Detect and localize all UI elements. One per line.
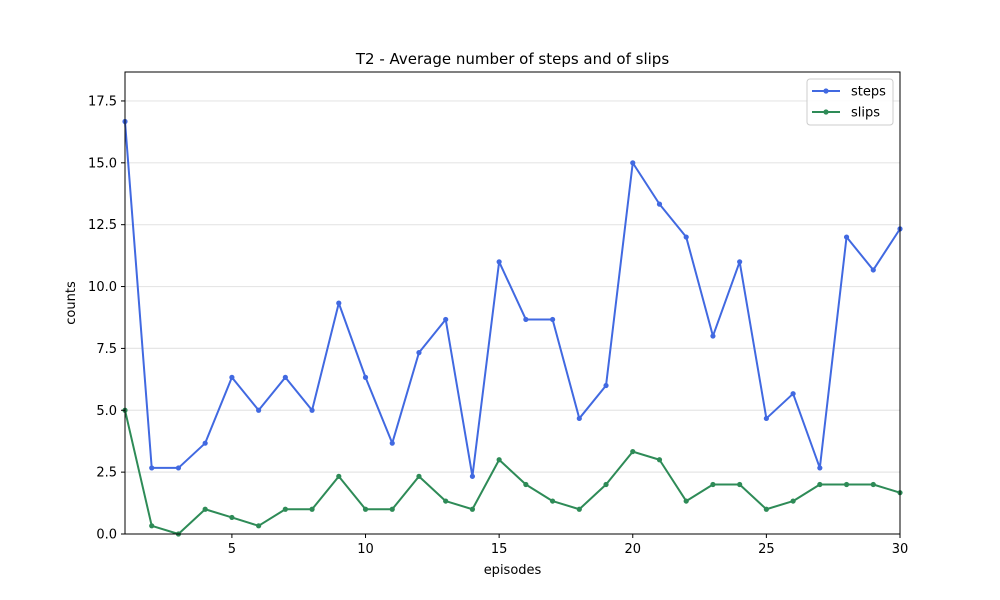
data-point-steps [576,415,582,422]
data-point-steps [282,374,288,380]
data-point-slips [656,457,663,463]
legend-marker-steps [823,88,829,94]
legend: steps slips [806,78,894,126]
y-tick-label: 15.0 [88,156,117,171]
plot-area-frame [124,71,901,535]
x-tick-label: 30 [892,542,909,557]
data-point-steps [603,382,609,389]
y-tick-label: 17.5 [88,94,117,109]
data-point-slips [790,498,796,504]
data-point-slips [523,481,529,488]
data-point-steps [362,374,369,380]
x-tick-label: 10 [357,542,374,557]
data-point-slips [737,481,743,488]
data-point-steps [389,440,395,446]
data-point-slips [817,481,823,488]
y-axis-label: counts [64,281,79,325]
legend-label-steps: steps [851,85,886,100]
data-point-steps [683,234,689,240]
x-axis-label: episodes [484,563,542,578]
data-point-steps [496,259,502,265]
data-point-steps [763,415,769,422]
series-lines [122,118,903,537]
data-point-slips [389,506,395,512]
x-tick-label: 15 [491,542,508,557]
data-point-slips [282,506,288,512]
y-tick-label: 12.5 [88,218,117,233]
data-point-steps [870,267,876,273]
data-point-steps [443,316,449,323]
data-point-slips [416,473,422,479]
data-point-steps [737,259,743,265]
x-tick-label: 20 [624,542,641,557]
data-point-slips [202,506,208,512]
data-point-slips [229,514,235,521]
data-point-slips [870,481,876,488]
data-point-slips [683,498,689,504]
data-point-slips [576,506,582,512]
data-point-slips [469,506,476,512]
data-point-slips [843,481,850,488]
data-point-steps [416,350,422,356]
data-point-steps [523,316,529,323]
y-tick-label: 2.5 [96,466,117,481]
data-point-slips [443,498,449,504]
data-point-slips [256,523,262,529]
data-point-slips [309,506,315,512]
data-point-steps [256,407,262,413]
data-point-steps [175,465,182,471]
data-point-steps [309,407,315,413]
series-line-steps [124,121,901,478]
data-point-steps [790,391,796,397]
data-point-slips [362,506,369,512]
data-point-steps [149,465,155,471]
data-point-steps [630,160,636,166]
data-point-slips [763,506,769,512]
x-tick-label: 5 [228,542,236,557]
y-tick-label: 5.0 [96,404,117,419]
data-point-steps [336,300,342,306]
data-point-slips [710,481,716,488]
legend-marker-slips [823,109,829,115]
data-point-steps [843,234,850,240]
data-point-slips [149,523,155,529]
data-point-steps [656,201,663,207]
data-point-slips [630,448,636,455]
series-line-slips [124,410,901,535]
chart-title: T2 - Average number of steps and of slip… [355,50,669,68]
y-tick-label: 0.0 [96,528,117,543]
data-point-steps [549,316,556,323]
data-point-slips [603,481,609,488]
data-point-steps [469,473,476,479]
data-point-slips [549,498,556,504]
axis-ticks: 0.0 2.5 5.0 7.5 10.0 12.5 15.0 17.5 5 10 15 20 25 30 [88,94,908,557]
x-tick-label: 25 [758,542,775,557]
data-point-slips [336,473,342,479]
y-tick-label: 10.0 [88,280,117,295]
data-point-steps [817,465,823,471]
data-point-slips [496,457,502,463]
legend-label-slips: slips [851,106,880,121]
y-tick-label: 7.5 [96,342,117,357]
data-point-steps [229,374,235,380]
data-point-steps [202,440,208,446]
data-point-steps [710,333,716,339]
grid-lines [125,100,900,473]
